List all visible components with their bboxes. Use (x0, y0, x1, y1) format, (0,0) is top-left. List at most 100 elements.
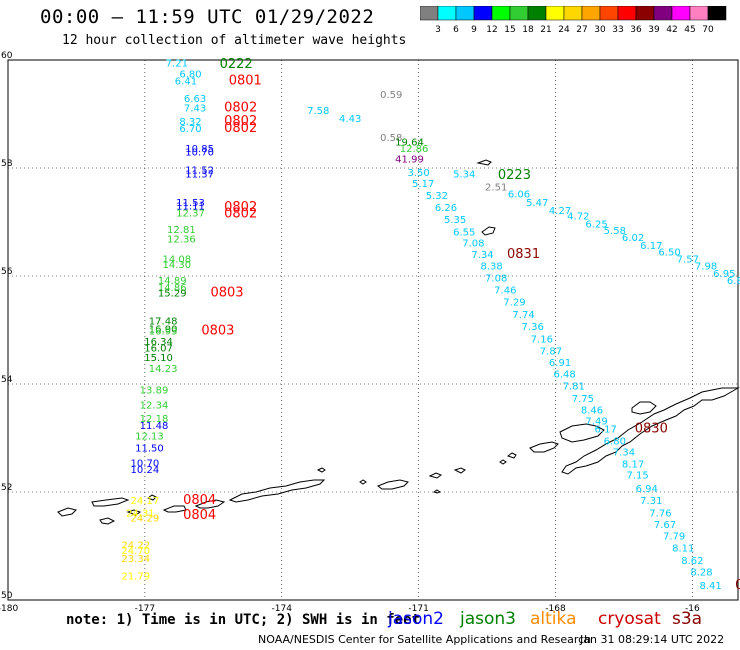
swh-value-label: 6.80 (604, 436, 626, 447)
colorbar-tick: 18 (522, 25, 534, 35)
colorbar-tick: 24 (558, 25, 570, 35)
swh-value-label: 12.37 (176, 209, 205, 220)
adak-island (194, 499, 226, 509)
swh-value-label: 7.87 (540, 346, 562, 357)
tanaga-island (162, 505, 187, 513)
swh-value-label: 8.41 (699, 581, 721, 592)
pass-time-label: 0801 (229, 73, 262, 88)
swh-value-label: 6.26 (435, 203, 457, 214)
longitude-tick: -168 (545, 604, 566, 614)
longitude-tick: -171 (408, 604, 428, 614)
pass-time-label: 0223 (498, 168, 531, 183)
pass-time-label: 0802 (224, 207, 257, 222)
semisopochnoi (146, 494, 157, 501)
swh-value-label: 11.11 (176, 202, 205, 213)
swh-value-label: 6.50 (658, 247, 680, 258)
seguam-island (428, 472, 443, 479)
swh-value-label: 16.34 (144, 337, 173, 348)
legend-cryosat: cryosat (598, 609, 661, 629)
swh-value-label: 7.21 (166, 58, 188, 69)
longitude-tick: -174 (272, 604, 293, 614)
swh-value-label: 24.29 (131, 514, 160, 525)
swh-value-label: 14.23 (149, 364, 178, 375)
pass-time-label: 0802 (224, 200, 257, 215)
swh-value-label: 21.79 (121, 571, 150, 582)
colorbar-tick: 70 (702, 25, 714, 35)
swh-value-label: 11.53 (176, 198, 205, 209)
colorbar-tick: 45 (684, 25, 695, 35)
swh-value-label: 0.59 (380, 90, 402, 101)
swh-value-label: 6.70 (179, 124, 201, 135)
swh-value-label: 7.15 (626, 471, 648, 482)
swh-value-label: 23.34 (121, 554, 150, 565)
swh-value-label: 7.58 (307, 106, 329, 117)
lat-lon-grid (8, 60, 738, 600)
swh-value-label: 5.34 (453, 170, 475, 181)
swh-value-label: 7.75 (572, 394, 594, 405)
colorbar-tick: 21 (540, 25, 551, 35)
swh-value-label: 2.51 (485, 183, 507, 194)
footnote: note: 1) Time is in UTC; 2) SWH is in fe… (66, 612, 421, 628)
colorbar-tick: 42 (666, 25, 677, 35)
kiska-island (57, 507, 77, 517)
unalaska-island (559, 423, 605, 443)
swh-value-label: 24.31 (126, 508, 155, 519)
longitude-tick: -177 (135, 604, 155, 614)
swh-value-label: 12.36 (167, 235, 196, 246)
pass-time-label: 0803 (210, 286, 243, 301)
swh-value-label: 10.70 (131, 459, 160, 470)
colorbar-tick: 39 (648, 25, 660, 35)
swh-value-label: 14.86 (158, 283, 187, 294)
swh-value-label: 5.17 (412, 179, 434, 190)
colorbar-tick: 12 (486, 25, 497, 35)
swh-value-label: 7.74 (512, 310, 534, 321)
pass-time-label: 0804 (183, 493, 216, 508)
swh-value-label: 8.28 (690, 568, 712, 579)
swh-value-label: 7.08 (485, 273, 507, 284)
four-mountains-1 (506, 452, 517, 459)
map-frame (7, 59, 739, 601)
swh-value-label: 24.70 (121, 546, 150, 557)
swh-value-label: 7.36 (522, 322, 544, 333)
swh-value-label: 7.57 (677, 255, 699, 266)
swh-value-label: 14.30 (162, 260, 191, 271)
colorbar-unit: (ft) (728, 26, 730, 34)
swh-value-label: 8.32 (179, 117, 201, 128)
colorbar-tick: 33 (612, 25, 623, 35)
swh-value-label: 7.81 (563, 381, 585, 392)
swh-value-label: 16.93 (149, 326, 178, 337)
pass-time-label: 0803 (201, 323, 234, 338)
swh-value-label: 7.34 (613, 447, 635, 458)
swh-value-label: 6.17 (595, 425, 617, 436)
swh-value-label: 6.81 (727, 276, 740, 287)
alaska-peninsula (561, 387, 740, 475)
atka-amlia (376, 479, 409, 490)
latitude-tick: 52 (1, 483, 12, 493)
legend-s3a: s3a (672, 609, 703, 629)
four-mountains-2 (499, 459, 507, 465)
amchitka-island (91, 497, 130, 507)
swh-value-label: 41.99 (395, 155, 424, 166)
swh-value-label: 8.11 (672, 543, 694, 554)
swh-value-label: 11.50 (135, 444, 164, 455)
swh-value-label: 12.18 (140, 414, 169, 425)
pass-time-label: 0804 (183, 508, 216, 523)
colorbar-tick: 36 (630, 25, 642, 35)
swh-value-label: 12.81 (167, 225, 196, 236)
swh-value-label: 14.89 (158, 276, 187, 287)
swh-value-label: 5.32 (426, 191, 448, 202)
swh-value-label: 12.13 (135, 432, 164, 443)
swh-value-label: 6.55 (453, 228, 475, 239)
map-title: 00:00 – 11:59 UTC 01/29/2022 (40, 6, 375, 28)
latitude-tick: 56 (1, 267, 13, 277)
swh-value-label: 6.94 (636, 484, 658, 495)
legend-jason2: jason2 (388, 609, 444, 629)
swh-value-label: 7.49 (585, 417, 607, 428)
swh-value-label: 7.34 (471, 250, 493, 261)
legend-jason3: jason3 (460, 609, 516, 629)
colorbar-tick: 9 (471, 25, 477, 35)
swh-value-label: 6.48 (553, 370, 575, 381)
swh-value-label: 14.08 (162, 255, 191, 266)
swh-value-label: 0.58 (380, 133, 402, 144)
swh-value-label: 6.25 (585, 219, 607, 230)
